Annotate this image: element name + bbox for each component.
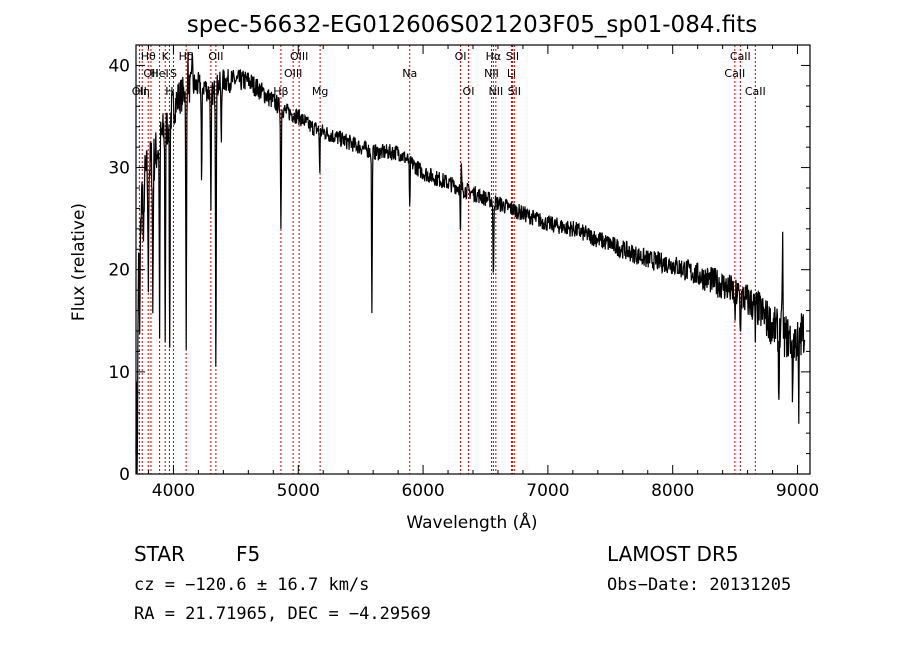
y-tick-label: 30 <box>108 159 130 179</box>
line-marker-label: OII <box>208 50 223 63</box>
line-marker-label: OI <box>463 85 475 98</box>
y-tick-label: 0 <box>119 465 130 485</box>
y-axis-ticks: 0 10 20 30 40 <box>108 44 810 485</box>
line-marker-label: OII <box>143 67 158 80</box>
line-marker-label: K <box>162 50 170 63</box>
object-subclass: F5 <box>236 542 260 566</box>
redshift-velocity: cz = −120.6 ± 16.7 km/s <box>134 575 369 595</box>
spectrum-line <box>135 51 806 475</box>
line-marker-label: NII <box>484 67 499 80</box>
line-marker-label: SII <box>506 50 519 63</box>
line-marker-label: Mg <box>312 85 328 98</box>
y-axis-label: Flux (relative) <box>69 203 89 321</box>
x-tick-label: 4000 <box>152 481 195 501</box>
line-marker-label: S <box>170 67 177 80</box>
line-marker-labels: OIIHηHθOIIHeIKHSHδGOIIHβOIIIOIIIMgNaOIOI… <box>132 50 766 98</box>
x-tick-label: 8000 <box>651 481 694 501</box>
y-tick-label: 20 <box>108 261 130 281</box>
line-marker-label: OIII <box>284 67 302 80</box>
line-markers <box>138 45 756 474</box>
object-class: STAR <box>134 542 185 566</box>
line-marker-label: Na <box>402 67 417 80</box>
line-marker-label: Li <box>507 67 516 80</box>
plot-frame <box>135 44 811 475</box>
observation-date: Obs−Date: 20131205 <box>607 575 791 595</box>
x-tick-label: 6000 <box>401 481 444 501</box>
line-marker-label: CaII <box>745 85 766 98</box>
line-marker-label: NII <box>488 85 503 98</box>
x-tick-label: 5000 <box>277 481 320 501</box>
line-marker-label: Hα <box>486 50 502 63</box>
line-marker-label: Hβ <box>273 85 288 98</box>
line-marker-label: G <box>207 85 216 98</box>
line-marker-label: HeI <box>150 67 168 80</box>
y-tick-label: 40 <box>108 56 130 76</box>
y-tick-label: 10 <box>108 363 130 383</box>
coordinates: RA = 21.71965, DEC = −4.29569 <box>134 604 431 624</box>
chart-title: spec-56632-EG012606S021203F05_sp01-084.f… <box>187 12 758 38</box>
x-tick-label: 9000 <box>776 481 819 501</box>
x-axis-label: Wavelength (Å) <box>406 511 537 533</box>
line-marker-label: OIII <box>290 50 308 63</box>
line-marker-label: CaII <box>730 50 751 63</box>
line-marker-label: H <box>165 85 173 98</box>
line-marker-label: Hη <box>135 85 150 98</box>
line-marker-label: OI <box>455 50 467 63</box>
survey-name: LAMOST DR5 <box>607 542 739 566</box>
line-marker-label: CaII <box>724 67 745 80</box>
line-marker-label: Hδ <box>179 50 194 63</box>
x-axis-ticks: 4000 5000 6000 7000 8000 9000 <box>147 45 819 501</box>
x-tick-label: 7000 <box>526 481 569 501</box>
line-marker-label: Hθ <box>141 50 156 63</box>
line-marker-label: SII <box>508 85 521 98</box>
